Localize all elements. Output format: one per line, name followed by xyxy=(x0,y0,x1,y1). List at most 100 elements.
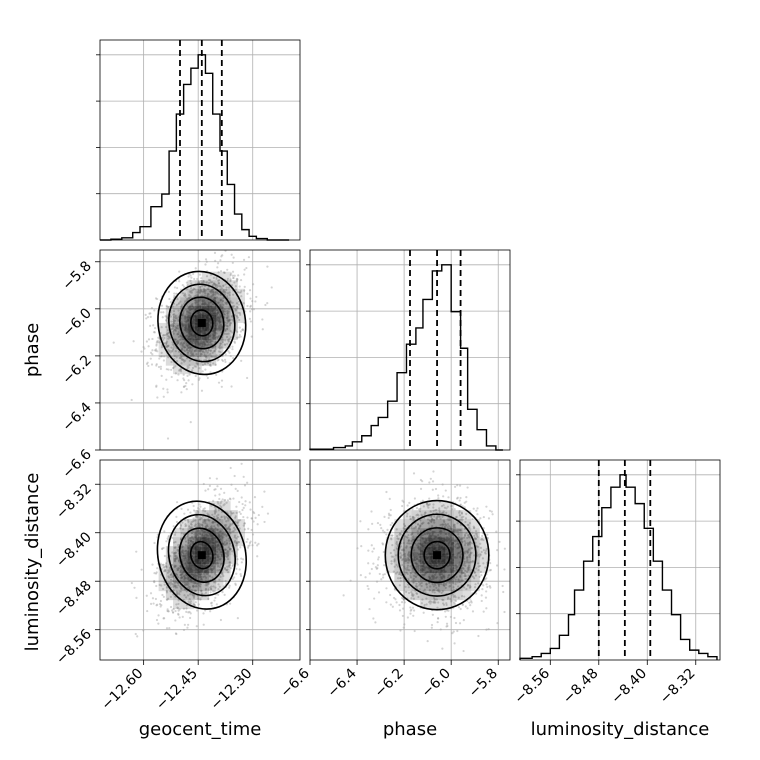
sample-point xyxy=(234,285,237,288)
sample-point xyxy=(197,511,200,514)
sample-point xyxy=(405,571,408,574)
sample-point xyxy=(160,304,164,307)
sample-point xyxy=(444,582,447,585)
sample-point xyxy=(149,324,152,327)
sample-point xyxy=(403,601,406,604)
sample-point xyxy=(175,556,179,559)
sample-point xyxy=(186,626,189,629)
sample-point xyxy=(217,335,220,339)
sample-point xyxy=(166,537,169,540)
sample-point xyxy=(205,356,208,359)
sample-point xyxy=(155,364,158,367)
sample-point xyxy=(225,568,228,572)
sample-point xyxy=(231,315,234,318)
sample-point xyxy=(480,550,483,554)
sample-point xyxy=(165,627,169,630)
y-tick-label-phase: −5.8 xyxy=(59,258,94,293)
sample-point xyxy=(167,334,170,338)
sample-point xyxy=(161,593,164,597)
contour-level-2 xyxy=(410,527,464,584)
sample-point xyxy=(200,517,203,520)
sample-point xyxy=(431,590,434,593)
sample-point xyxy=(233,540,236,544)
sample-point xyxy=(429,510,432,513)
sample-point xyxy=(399,532,402,535)
sample-point xyxy=(228,528,232,531)
sample-point xyxy=(228,324,232,327)
sample-point xyxy=(167,368,170,371)
sample-point xyxy=(163,566,166,569)
sample-point xyxy=(397,537,400,541)
sample-point xyxy=(479,546,483,549)
sample-point xyxy=(469,541,472,544)
sample-point xyxy=(415,565,418,568)
density-peak xyxy=(197,318,206,327)
sample-point xyxy=(392,555,395,558)
sample-point xyxy=(190,282,193,285)
sample-point xyxy=(457,542,460,545)
sample-point xyxy=(180,358,184,361)
sample-point xyxy=(208,290,212,293)
density-cell xyxy=(437,582,446,592)
sample-point xyxy=(188,293,191,297)
sample-point xyxy=(224,339,227,342)
sample-point xyxy=(383,515,386,518)
sample-point xyxy=(149,315,152,318)
sample-point xyxy=(174,564,177,568)
sample-point xyxy=(219,618,223,622)
sample-point xyxy=(403,560,407,563)
sample-point xyxy=(199,298,202,301)
sample-point xyxy=(428,589,431,592)
panel-content xyxy=(310,460,510,660)
sample-point xyxy=(212,515,216,518)
sample-point xyxy=(429,585,432,588)
sample-point xyxy=(387,516,390,520)
sample-point xyxy=(190,303,193,307)
sample-point xyxy=(224,329,227,332)
sample-point xyxy=(192,504,195,508)
sample-point xyxy=(202,612,205,615)
sample-point xyxy=(167,538,170,541)
sample-point xyxy=(180,305,183,308)
sample-point xyxy=(203,519,206,522)
sample-point xyxy=(180,576,183,579)
sample-point xyxy=(217,271,220,274)
sample-point xyxy=(455,530,458,533)
sample-point xyxy=(461,579,464,582)
sample-point xyxy=(182,385,185,388)
sample-point xyxy=(224,283,227,286)
sample-point xyxy=(460,511,463,514)
sample-point xyxy=(203,351,206,354)
sample-point xyxy=(172,330,175,333)
sample-point xyxy=(382,550,385,554)
y-tick-label-phase: −6.6 xyxy=(59,446,94,481)
sample-point xyxy=(176,340,180,343)
sample-point xyxy=(219,501,222,505)
sample-point xyxy=(430,600,433,604)
sample-point xyxy=(407,540,410,543)
histogram-luminosity_distance xyxy=(519,474,718,660)
sample-point xyxy=(392,549,396,552)
density-cell xyxy=(411,582,420,592)
sample-point xyxy=(431,518,434,521)
sample-point xyxy=(239,546,242,549)
sample-point xyxy=(466,550,469,553)
sample-point xyxy=(398,609,402,612)
sample-point xyxy=(193,604,196,607)
sample-point xyxy=(228,351,231,354)
density-cell xyxy=(419,591,429,601)
sample-point xyxy=(385,587,388,590)
sample-point xyxy=(205,524,209,528)
sample-point xyxy=(405,535,408,538)
sample-point xyxy=(227,350,230,353)
sample-point xyxy=(217,281,220,285)
sample-point xyxy=(219,299,222,302)
sample-point xyxy=(473,571,476,574)
density-cell xyxy=(445,600,455,610)
density-cell xyxy=(223,340,231,349)
sample-point xyxy=(486,585,489,589)
sample-point xyxy=(195,582,198,585)
sample-point xyxy=(191,526,194,529)
sample-point xyxy=(409,546,412,549)
sample-point xyxy=(449,584,452,587)
